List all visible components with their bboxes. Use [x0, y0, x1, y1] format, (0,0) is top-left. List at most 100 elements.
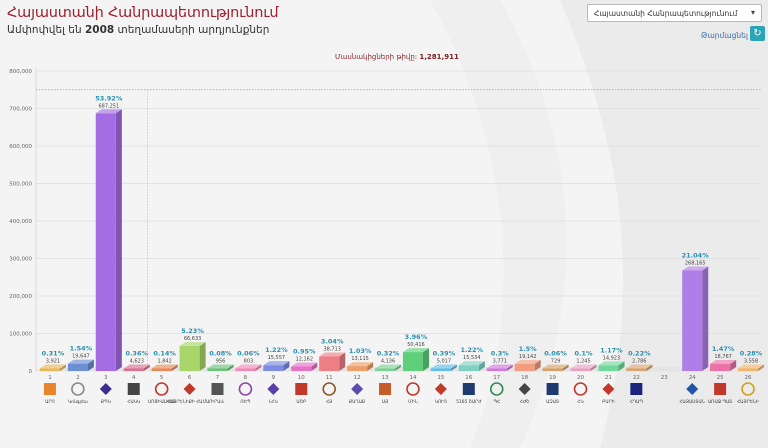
x-tick-label: 4: [132, 375, 136, 381]
bar-side: [618, 361, 625, 371]
value-label: 3,558: [744, 359, 758, 365]
x-tick-label: 13: [382, 375, 389, 381]
value-label: 4,623: [130, 359, 144, 365]
value-label: 1,842: [157, 359, 171, 365]
party-logo-icon: [741, 382, 755, 396]
bar: [598, 365, 619, 371]
bar: [67, 363, 88, 371]
bar-side: [60, 364, 67, 371]
bar-top: [347, 362, 374, 367]
party-logo-icon: [434, 383, 447, 395]
bar: [737, 368, 759, 371]
percent-label: 1.5%: [519, 345, 538, 353]
bar: [458, 365, 479, 371]
bar-top: [430, 364, 457, 369]
x-tick-label: 3: [104, 375, 108, 381]
bar-side: [450, 364, 457, 371]
bar: [570, 368, 591, 371]
bar-top: [710, 359, 737, 364]
value-label: 15,534: [463, 355, 481, 361]
bar: [430, 368, 451, 371]
region-select[interactable]: Հայաստանի Հանրապետությունում ▾: [587, 4, 762, 22]
value-label: 3,921: [46, 359, 60, 365]
bar: [207, 368, 228, 371]
party-logo-icon: [322, 382, 336, 396]
party-logo-icon: [489, 382, 504, 396]
value-label: 12,162: [296, 356, 314, 362]
party-name: ՔՊԿ: [101, 399, 111, 405]
bar-top: [235, 364, 262, 369]
percent-label: 1.22%: [265, 346, 288, 354]
bar-top: [737, 364, 765, 369]
bar: [151, 368, 172, 371]
value-label: 2,786: [632, 359, 646, 365]
party-logo-icon: [686, 383, 699, 395]
value-label: 14,923: [603, 355, 621, 361]
percent-label: 0.95%: [293, 347, 316, 355]
percent-label: 3.96%: [405, 333, 428, 341]
bar-side: [143, 364, 150, 371]
bar-side: [227, 364, 234, 371]
value-label: 956: [216, 359, 226, 365]
bar-side: [199, 342, 206, 371]
party-logo-icon: [127, 383, 140, 395]
bar: [39, 368, 61, 371]
percent-label: 1.03%: [349, 347, 372, 355]
bar-top: [570, 364, 597, 369]
bar-top: [542, 364, 569, 369]
region-select-value: Հայաստանի Հանրապետությունում: [594, 9, 738, 18]
party-logo-icon: [43, 383, 56, 395]
party-logo-icon: [211, 383, 224, 395]
bar-side: [339, 352, 346, 371]
percent-label: 5.23%: [181, 327, 204, 335]
refresh-link[interactable]: Թարմացնել: [701, 31, 748, 40]
bar-top: [207, 364, 234, 369]
party-name: ԱՅ: [382, 399, 388, 405]
bar-side: [255, 364, 262, 371]
y-tick-label: 0: [29, 369, 33, 375]
party-logo-icon: [546, 383, 559, 395]
party-name: ԻՐԱՎ: [211, 399, 224, 405]
x-tick-label: 26: [745, 375, 752, 381]
party-logo-icon: [630, 383, 643, 395]
x-tick-label: 18: [521, 375, 528, 381]
bar-top: [319, 352, 346, 357]
bar-top: [291, 362, 318, 367]
bar-side: [423, 348, 430, 371]
party-name: ՄԻՆ: [408, 399, 418, 405]
x-tick-label: 24: [689, 375, 696, 381]
refresh-button[interactable]: ↻: [750, 26, 765, 41]
bar-side: [395, 364, 402, 371]
bar: [179, 346, 200, 371]
percent-label: 0.3%: [491, 350, 510, 358]
x-tick-label: 17: [493, 375, 500, 381]
percent-label: 0.22%: [628, 350, 651, 358]
y-tick-label: 400,000: [9, 219, 32, 225]
party-name: ՀԴԱՊ: [630, 399, 644, 405]
party-name: ՌԵՊ: [240, 399, 251, 405]
bar: [319, 356, 340, 371]
percent-label: 1.22%: [461, 346, 484, 354]
x-tick-label: 5: [160, 375, 164, 381]
party-logo-icon: [406, 382, 420, 396]
bar-side: [702, 266, 709, 371]
party-logo-icon: [238, 382, 253, 396]
party-name: ՀԱՅՐԵՆԻ: [737, 399, 759, 405]
bar: [626, 368, 647, 371]
bar-side: [646, 364, 653, 371]
bar-top: [402, 348, 430, 353]
percent-label: 0.14%: [153, 350, 176, 358]
x-tick-label: 23: [661, 375, 668, 381]
bar: [682, 270, 703, 371]
party-name: ՀՅ: [326, 399, 332, 405]
bar-top: [123, 364, 150, 369]
bar-side: [758, 364, 765, 371]
party-name: 5165 ՇԱՐԺ: [456, 399, 482, 405]
y-tick-label: 500,000: [9, 182, 32, 188]
bar-side: [283, 361, 290, 371]
y-tick-label: 700,000: [9, 107, 32, 113]
value-label: 4,136: [381, 359, 395, 365]
party-name: ՀԱԿԿ: [127, 399, 140, 405]
bar: [95, 113, 116, 371]
